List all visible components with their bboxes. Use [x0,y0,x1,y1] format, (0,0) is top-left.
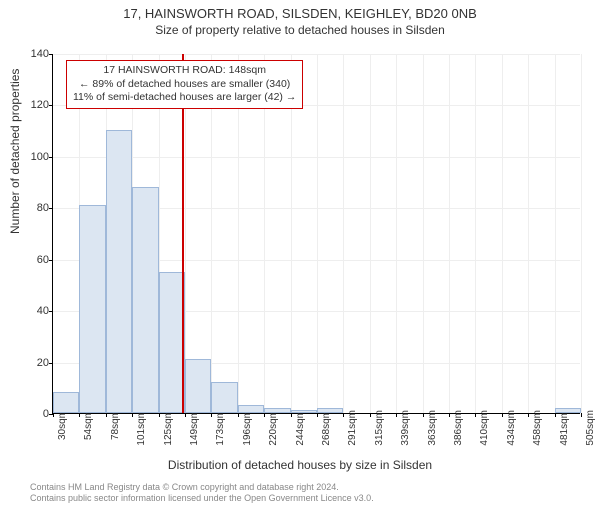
grid-line [343,54,344,413]
xtick-mark [238,413,239,417]
ytick-mark [49,157,53,158]
xtick-label: 458sqm [532,410,543,446]
histogram-bar [159,272,185,413]
xtick-label: 481sqm [559,410,570,446]
ytick-label: 80 [23,202,49,214]
chart-area: 02040608010012014030sqm54sqm78sqm101sqm1… [52,54,580,414]
xtick-label: 505sqm [585,410,596,446]
xtick-mark [581,413,582,417]
ytick-label: 0 [23,408,49,420]
histogram-bar [132,187,158,413]
footer-line: Contains public sector information licen… [30,493,374,504]
annotation-line: 17 HAINSWORTH ROAD: 148sqm [73,64,296,78]
grid-line [370,54,371,413]
histogram-bar [291,410,317,413]
xtick-mark [317,413,318,417]
xtick-label: 30sqm [57,410,68,440]
ytick-mark [49,311,53,312]
grid-line [449,54,450,413]
xtick-mark [423,413,424,417]
grid-line [528,54,529,413]
histogram-bar [238,405,264,413]
xtick-label: 101sqm [136,410,147,446]
xtick-mark [185,413,186,417]
ytick-label: 100 [23,151,49,163]
xtick-label: 196sqm [242,410,253,446]
xtick-label: 220sqm [268,410,279,446]
ytick-mark [49,260,53,261]
xtick-mark [528,413,529,417]
footer: Contains HM Land Registry data © Crown c… [30,482,374,504]
histogram-bar [264,408,290,413]
xtick-label: 363sqm [427,410,438,446]
histogram-bar [317,408,343,413]
xtick-mark [53,413,54,417]
ytick-label: 40 [23,305,49,317]
xtick-mark [343,413,344,417]
ytick-mark [49,208,53,209]
grid-line [317,54,318,413]
xtick-mark [132,413,133,417]
ytick-label: 60 [23,254,49,266]
grid-line [396,54,397,413]
grid-line [502,54,503,413]
chart-subtitle: Size of property relative to detached ho… [0,23,600,37]
ytick-label: 120 [23,99,49,111]
annotation-line: ← 89% of detached houses are smaller (34… [73,78,296,92]
xtick-label: 339sqm [400,410,411,446]
xtick-label: 54sqm [83,410,94,440]
grid-line [581,54,582,413]
chart-title: 17, HAINSWORTH ROAD, SILSDEN, KEIGHLEY, … [0,6,600,21]
xtick-mark [159,413,160,417]
xtick-label: 244sqm [295,410,306,446]
xtick-mark [475,413,476,417]
footer-line: Contains HM Land Registry data © Crown c… [30,482,374,493]
ytick-label: 140 [23,48,49,60]
xtick-mark [555,413,556,417]
xtick-label: 315sqm [374,410,385,446]
histogram-bar [79,205,105,413]
xtick-label: 291sqm [347,410,358,446]
xtick-mark [502,413,503,417]
histogram-bar [555,408,581,413]
ytick-mark [49,54,53,55]
xtick-label: 173sqm [215,410,226,446]
xtick-mark [396,413,397,417]
x-axis-label: Distribution of detached houses by size … [0,458,600,472]
xtick-label: 149sqm [189,410,200,446]
ytick-mark [49,363,53,364]
xtick-mark [79,413,80,417]
grid-line [555,54,556,413]
histogram-bar [106,130,132,413]
ytick-mark [49,105,53,106]
grid-line [475,54,476,413]
xtick-label: 268sqm [321,410,332,446]
xtick-mark [264,413,265,417]
annotation-box: 17 HAINSWORTH ROAD: 148sqm ← 89% of deta… [66,60,303,109]
annotation-line: 11% of semi-detached houses are larger (… [73,91,296,105]
ytick-label: 20 [23,357,49,369]
xtick-label: 386sqm [453,410,464,446]
histogram-bar [53,392,79,413]
xtick-mark [449,413,450,417]
histogram-bar [185,359,211,413]
xtick-label: 125sqm [163,410,174,446]
xtick-label: 410sqm [479,410,490,446]
xtick-mark [211,413,212,417]
histogram-bar [211,382,237,413]
grid-line [423,54,424,413]
y-axis-label: Number of detached properties [8,69,22,234]
xtick-mark [291,413,292,417]
xtick-label: 434sqm [506,410,517,446]
xtick-mark [370,413,371,417]
xtick-mark [106,413,107,417]
xtick-label: 78sqm [110,410,121,440]
